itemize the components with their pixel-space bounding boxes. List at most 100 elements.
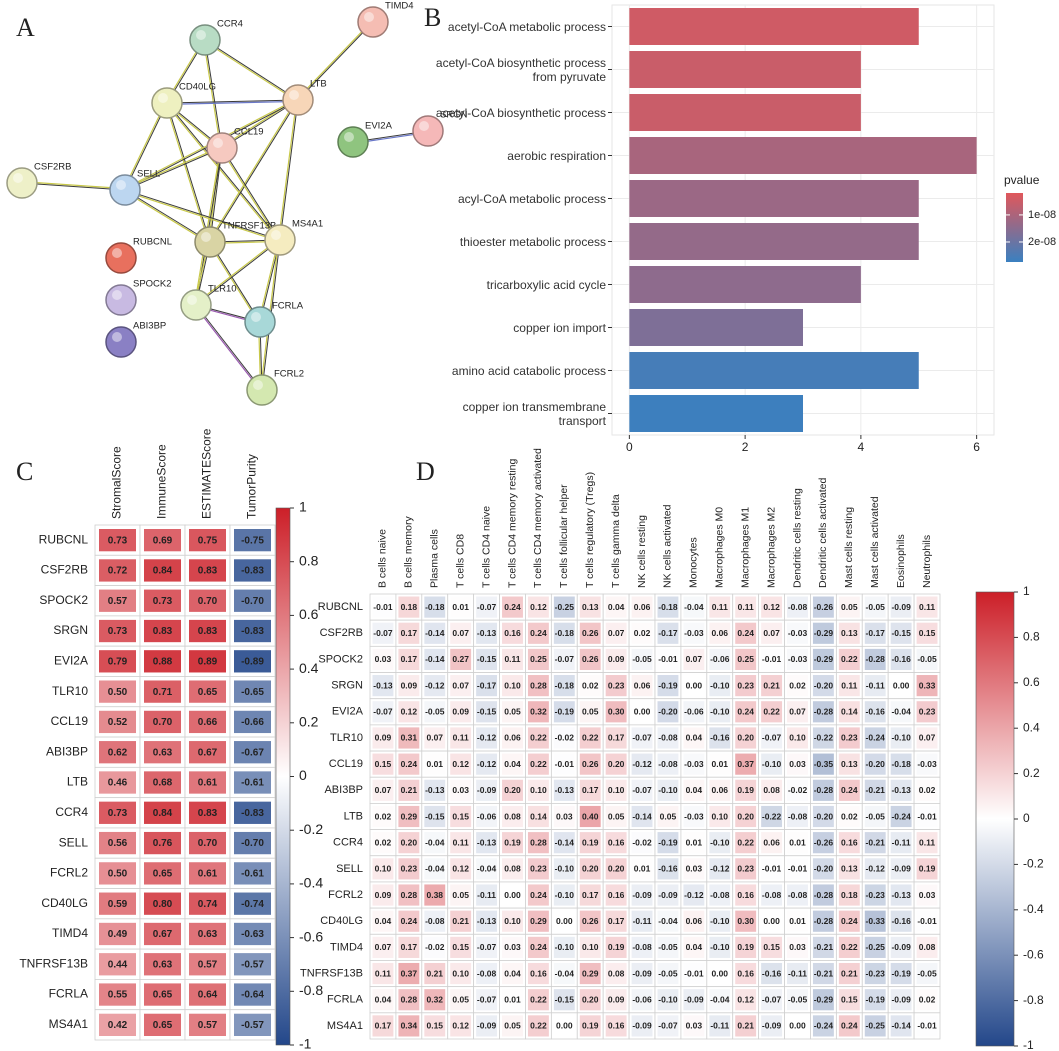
x-tick-label: 6 xyxy=(973,440,980,454)
cell-value: 0.22 xyxy=(530,759,547,769)
cell-value: -0.04 xyxy=(684,602,704,612)
cell xyxy=(890,727,912,749)
node-label: EVI2A xyxy=(365,121,393,132)
cell-value: -0.10 xyxy=(555,864,575,874)
cell xyxy=(812,884,834,906)
cell xyxy=(234,741,271,764)
cell xyxy=(502,753,523,775)
cell xyxy=(761,675,783,697)
cell xyxy=(787,805,808,828)
cell-value: -0.20 xyxy=(814,680,834,690)
cell-value: 0.21 xyxy=(763,680,780,690)
cell xyxy=(787,648,808,671)
cell-value: 0.07 xyxy=(375,942,392,952)
cell xyxy=(864,701,886,723)
cell-value: -0.02 xyxy=(632,837,652,847)
cell-value: 0.19 xyxy=(504,837,521,847)
x-tick-label: 2 xyxy=(742,440,749,454)
cell-value: -0.28 xyxy=(814,890,834,900)
cell xyxy=(502,805,523,828)
cell-value: 0.15 xyxy=(452,942,469,952)
cell-value: -0.13 xyxy=(555,785,575,795)
cell-value: -0.04 xyxy=(710,994,730,1004)
cell xyxy=(916,884,938,906)
cell-value: 0.29 xyxy=(401,811,418,821)
cell-value: 0.12 xyxy=(530,602,547,612)
cell-value: 0.00 xyxy=(686,680,703,690)
cell-value: -0.29 xyxy=(814,654,834,664)
cell xyxy=(372,805,394,828)
cell xyxy=(372,962,394,985)
cell-value: 0.46 xyxy=(108,778,128,789)
cell xyxy=(553,596,575,618)
node-label: FCRL2 xyxy=(274,369,304,380)
cell xyxy=(631,1015,653,1037)
cell xyxy=(657,858,679,880)
cell xyxy=(890,910,912,932)
cell-value: 0.03 xyxy=(504,942,521,952)
colorbar-tick-label: -0.2 xyxy=(1023,857,1044,871)
cell xyxy=(812,648,834,671)
cell xyxy=(450,962,472,985)
cell xyxy=(605,596,627,618)
cell-value: -0.09 xyxy=(632,890,652,900)
cell xyxy=(631,727,653,749)
cell xyxy=(657,675,679,697)
cell-value: 0.08 xyxy=(608,968,625,978)
cell-value: 0.25 xyxy=(737,654,754,664)
edge xyxy=(220,148,280,242)
cell-value: 0.24 xyxy=(530,890,547,900)
cell-value: 0.22 xyxy=(841,654,858,664)
cell xyxy=(99,922,136,946)
cell-value: -0.21 xyxy=(866,785,886,795)
cell xyxy=(424,779,446,801)
cell-value: -0.24 xyxy=(814,1021,834,1031)
cell-value: -0.13 xyxy=(477,628,497,638)
cell xyxy=(916,596,938,618)
cell-value: 0.09 xyxy=(375,733,392,743)
cell-value: 0.09 xyxy=(375,890,392,900)
cell xyxy=(890,779,912,801)
cell-value: -0.06 xyxy=(632,994,652,1004)
cell-value: 0.10 xyxy=(530,785,547,795)
cell xyxy=(99,741,136,764)
cell-value: 0.02 xyxy=(919,994,936,1004)
cell xyxy=(189,771,226,794)
cell-value: -0.11 xyxy=(788,968,807,978)
cell-value: 0.22 xyxy=(530,1021,547,1031)
cell-value: 0.00 xyxy=(556,916,573,926)
cell xyxy=(657,1015,679,1037)
row-label: CCL19 xyxy=(329,758,363,770)
cell-value: 0.06 xyxy=(711,785,728,795)
cell xyxy=(234,771,271,794)
cell xyxy=(553,753,575,775)
cell xyxy=(144,589,181,612)
cell xyxy=(398,962,420,985)
cell xyxy=(450,858,472,880)
cell xyxy=(761,727,783,749)
edge xyxy=(124,189,211,243)
cell xyxy=(424,675,446,697)
colorbar-tick-label: 0.6 xyxy=(299,606,319,622)
cell-value: 0.50 xyxy=(108,869,128,880)
node-label: CSF2RB xyxy=(34,162,71,173)
cell xyxy=(864,779,886,801)
cell xyxy=(735,858,757,880)
column-label: StromalScore xyxy=(110,446,124,519)
cell xyxy=(787,962,808,985)
cell-value: -0.06 xyxy=(710,654,730,664)
cell-value: -0.01 xyxy=(555,759,575,769)
cell-value: -0.17 xyxy=(866,628,886,638)
cell xyxy=(527,910,549,932)
cell xyxy=(502,596,523,618)
cell xyxy=(890,858,912,880)
cell-value: -0.05 xyxy=(788,994,808,1004)
cell xyxy=(605,727,627,749)
cell xyxy=(502,675,523,697)
node-highlight xyxy=(112,290,122,300)
cell-value: 0.16 xyxy=(608,1021,625,1031)
cell-value: 0.15 xyxy=(452,811,469,821)
cell xyxy=(450,727,472,749)
cell-value: 0.73 xyxy=(108,808,128,819)
edge xyxy=(124,190,280,242)
